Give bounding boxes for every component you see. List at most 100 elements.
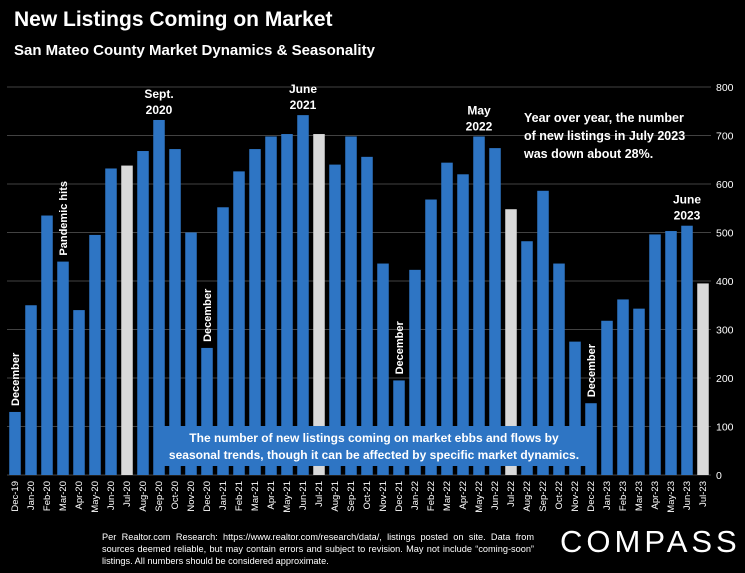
x-tick-label: Feb-23 (618, 481, 629, 511)
bar (601, 320, 613, 475)
x-tick-label: Dec-21 (394, 481, 405, 512)
bar (169, 149, 181, 475)
bar (537, 190, 549, 476)
bar (457, 174, 469, 476)
x-tick-label: Jun-20 (106, 481, 117, 510)
x-tick-label: Feb-22 (426, 481, 437, 511)
bar (649, 234, 661, 475)
bar (329, 164, 341, 475)
x-tick-label: Jan-22 (410, 481, 421, 510)
x-tick-label: Sep-21 (346, 481, 357, 512)
bar (153, 119, 165, 475)
bar (569, 341, 581, 475)
x-tick-label: Dec-20 (202, 481, 213, 512)
callout-text: The number of new listings coming on mar… (189, 431, 559, 445)
compass-logo: COMPASS (560, 524, 741, 559)
x-tick-label: Apr-22 (458, 481, 469, 510)
vertical-annotation: December (394, 321, 406, 375)
bar (409, 269, 421, 475)
y-tick-label: 700 (716, 131, 734, 143)
bar (441, 162, 453, 475)
source-footnote: Per Realtor.com Research: https://www.re… (102, 532, 534, 566)
x-tick-label: Sep-20 (154, 481, 165, 512)
bar (617, 299, 629, 475)
x-tick-label: Jul-20 (122, 481, 133, 507)
bar (105, 168, 117, 476)
callout-box (157, 426, 591, 466)
bar (681, 225, 693, 475)
bar (233, 171, 245, 475)
x-tick-label: Oct-22 (554, 481, 565, 510)
bar (281, 134, 293, 476)
x-tick-label: Oct-20 (170, 481, 181, 510)
x-tick-label: Jan-20 (26, 481, 37, 510)
bar (313, 134, 325, 476)
y-tick-label: 600 (716, 179, 734, 191)
x-tick-label: Jul-22 (506, 481, 517, 507)
x-tick-label: Feb-21 (234, 481, 245, 511)
yoy-note: of new listings in July 2023 (524, 129, 685, 143)
bar (473, 136, 485, 475)
vertical-annotation: December (586, 343, 598, 397)
peak-annotation: June (289, 82, 317, 96)
x-tick-label: Nov-21 (378, 481, 389, 512)
peak-annotation: June (673, 193, 701, 207)
callout-text: seasonal trends, though it can be affect… (169, 448, 579, 462)
x-tick-label: Dec-19 (10, 481, 21, 512)
bar (185, 232, 197, 475)
bar (361, 156, 373, 475)
x-tick-label: May-21 (282, 481, 293, 513)
peak-annotation: Sept. (144, 87, 173, 101)
bar (345, 136, 357, 475)
bar (9, 411, 21, 475)
x-tick-label: Mar-20 (58, 481, 69, 511)
y-tick-label: 500 (716, 228, 734, 240)
x-tick-label: Jan-21 (218, 481, 229, 510)
x-tick-label: Jun-21 (298, 481, 309, 510)
y-tick-label: 800 (716, 82, 734, 94)
x-tick-label: Apr-21 (266, 481, 277, 510)
x-tick-label: Jun-22 (490, 481, 501, 510)
bar (201, 347, 213, 475)
x-tick-label: Sep-22 (538, 481, 549, 512)
vertical-annotation: December (10, 352, 22, 406)
x-tick-label: Apr-23 (650, 481, 661, 510)
peak-annotation: 2020 (146, 103, 173, 117)
x-tick-label: May-20 (90, 481, 101, 513)
peak-annotation: 2022 (466, 119, 493, 133)
bar (121, 165, 133, 475)
y-tick-label: 400 (716, 276, 734, 288)
bar (41, 215, 53, 475)
peak-annotation: May (467, 103, 491, 117)
chart-subtitle: San Mateo County Market Dynamics & Seaso… (14, 42, 375, 59)
bar (425, 199, 437, 475)
x-tick-label: Nov-20 (186, 481, 197, 512)
x-tick-label: Mar-21 (250, 481, 261, 511)
x-tick-label: Mar-22 (442, 481, 453, 511)
yoy-note: Year over year, the number (524, 111, 684, 125)
x-tick-label: Jun-23 (682, 481, 693, 510)
bar (521, 241, 533, 475)
y-tick-label: 300 (716, 325, 734, 337)
bar (217, 207, 229, 475)
x-tick-label: Apr-20 (74, 481, 85, 510)
x-tick-label: Jul-21 (314, 481, 325, 507)
x-tick-label: Nov-22 (570, 481, 581, 512)
vertical-annotation: Pandemic hits (58, 181, 70, 256)
x-tick-label: Jul-23 (698, 481, 709, 507)
x-tick-label: May-22 (474, 481, 485, 513)
y-tick-label: 200 (716, 373, 734, 385)
x-tick-label: Aug-20 (138, 481, 149, 512)
y-tick-label: 100 (716, 422, 734, 434)
x-tick-label: Jan-23 (602, 481, 613, 510)
peak-annotation: 2023 (674, 209, 701, 223)
x-tick-label: Aug-21 (330, 481, 341, 512)
x-tick-label: Oct-21 (362, 481, 373, 510)
bar (73, 310, 85, 475)
bar (297, 115, 309, 475)
bar (25, 305, 37, 475)
bar (249, 149, 261, 475)
bar (377, 263, 389, 475)
bar (665, 231, 677, 475)
x-tick-label: Aug-22 (522, 481, 533, 512)
